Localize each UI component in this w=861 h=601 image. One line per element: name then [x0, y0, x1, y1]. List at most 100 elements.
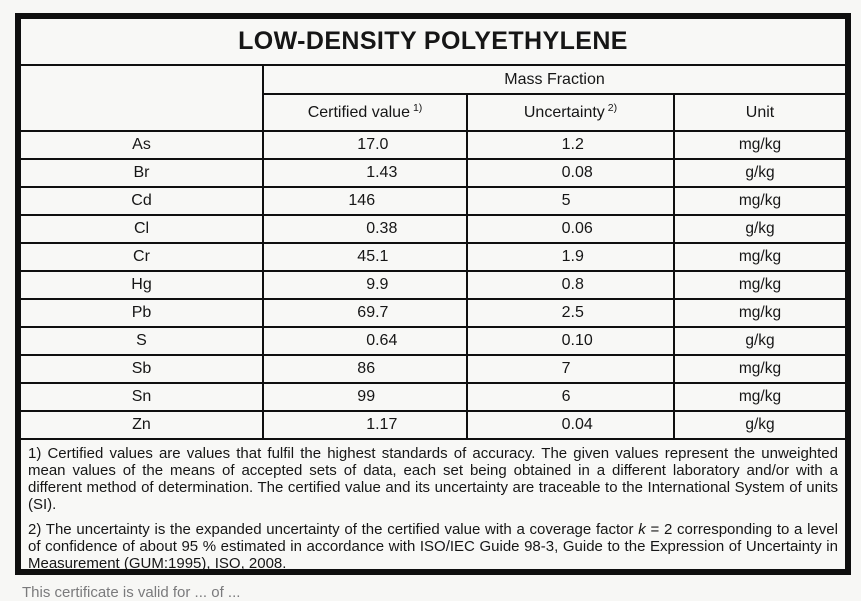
uncertainty-cell: 0.06 [468, 216, 675, 242]
uncertainty-int: 0 [561, 220, 571, 237]
unit-cell: mg/kg [738, 388, 782, 405]
uncertainty-int: 0 [561, 332, 571, 349]
table-row: Cd 146 5 mg/kg [21, 188, 845, 216]
uncertainty-cell: 0.04 [468, 412, 675, 438]
table-row: Pb 69.7 2.5 mg/kg [21, 300, 845, 328]
unit-cell: g/kg [745, 332, 775, 349]
uncertainty-int: 1 [561, 136, 571, 153]
unit-cell: mg/kg [738, 192, 782, 209]
coverage-factor-symbol: k [638, 521, 646, 538]
uncertainty-int: 2 [561, 304, 571, 321]
certified-value-int: 1 [366, 416, 376, 433]
certified-value-cell: 0.64 [264, 328, 468, 354]
certified-value-frac: .17 [375, 416, 398, 433]
element-symbol: Cd [21, 188, 264, 214]
certified-value-cell: 17.0 [264, 132, 468, 158]
table-row: Sb 86 7 mg/kg [21, 356, 845, 384]
certified-value-frac: .1 [375, 248, 389, 265]
table-row: Br 1.43 0.08 g/kg [21, 160, 845, 188]
certified-value-int: 17 [357, 136, 376, 153]
certified-value-frac: .9 [375, 276, 389, 293]
uncertainty-frac: .04 [570, 416, 593, 433]
certified-value-int: 86 [357, 360, 376, 377]
table-header: Mass Fraction Certified value 1) Uncertai… [21, 66, 845, 132]
certified-value-int: 0 [366, 220, 376, 237]
certified-value-int: 0 [366, 332, 376, 349]
certified-value-cell: 9.9 [264, 272, 468, 298]
unit-cell: mg/kg [738, 304, 782, 321]
certified-value-int: 9 [366, 276, 376, 293]
certified-value-cell: 99 [264, 384, 468, 410]
certified-value-int: 45 [357, 248, 376, 265]
element-symbol: Cr [21, 244, 264, 270]
footnote-2: 2) The uncertainty is the expanded uncer… [28, 521, 838, 572]
table-row: Zn 1.17 0.04 g/kg [21, 412, 845, 440]
certified-value-cell: 0.38 [264, 216, 468, 242]
certified-value-cell: 1.43 [264, 160, 468, 186]
uncertainty-int: 7 [561, 360, 571, 377]
uncertainty-cell: 0.10 [468, 328, 675, 354]
uncertainty-frac: .10 [570, 332, 593, 349]
certificate-table: LOW-DENSITY POLYETHYLENE Mass Fraction C… [15, 13, 851, 575]
footnotes: 1) Certified values are values that fulf… [21, 440, 845, 572]
uncertainty-int: 0 [561, 276, 571, 293]
unit-cell: mg/kg [738, 248, 782, 265]
uncertainty-cell: 7 [468, 356, 675, 382]
uncertainty-cell: 6 [468, 384, 675, 410]
uncertainty-frac: .06 [570, 220, 593, 237]
footnote-ref-1: 1) [412, 101, 423, 114]
uncertainty-frac: .2 [570, 136, 584, 153]
footnote-2-text-end: = 2 corresponding to a level of confiden… [28, 521, 838, 572]
unit-cell: g/kg [745, 220, 775, 237]
certified-value-int: 69 [357, 304, 376, 321]
certified-value-int: 146 [348, 192, 376, 209]
uncertainty-cell: 0.8 [468, 272, 675, 298]
uncertainty-cell: 5 [468, 188, 675, 214]
table-row: Hg 9.9 0.8 mg/kg [21, 272, 845, 300]
uncertainty-cell: 0.08 [468, 160, 675, 186]
uncertainty-int: 0 [561, 416, 571, 433]
table-row: S 0.64 0.10 g/kg [21, 328, 845, 356]
uncertainty-frac: .9 [570, 248, 584, 265]
clipped-footer-text: This certificate is valid for ... of ... [22, 584, 241, 601]
uncertainty-cell: 1.9 [468, 244, 675, 270]
footnote-ref-2: 2) [607, 101, 618, 114]
element-symbol: Cl [21, 216, 264, 242]
table-body: As 17.0 1.2 mg/kg Br 1.43 0.08 g/kg Cd 1… [21, 132, 845, 440]
certified-value-cell: 1.17 [264, 412, 468, 438]
uncertainty-int: 1 [561, 248, 571, 265]
certified-value-cell: 86 [264, 356, 468, 382]
table-row: Cl 0.38 0.06 g/kg [21, 216, 845, 244]
unit-cell: g/kg [745, 164, 775, 181]
certified-value-int: 1 [366, 164, 376, 181]
table-row: As 17.0 1.2 mg/kg [21, 132, 845, 160]
certified-value-cell: 146 [264, 188, 468, 214]
certified-value-frac: .43 [375, 164, 398, 181]
certified-value-cell: 45.1 [264, 244, 468, 270]
uncertainty-cell: 2.5 [468, 300, 675, 326]
header-unit: Unit [745, 103, 775, 121]
header-mass-fraction: Mass Fraction [264, 66, 845, 95]
header-element-cell [21, 66, 264, 130]
table-row: Cr 45.1 1.9 mg/kg [21, 244, 845, 272]
header-sub-columns: Certified value 1) Uncertainty 2) Unit [264, 95, 845, 130]
unit-cell: g/kg [745, 416, 775, 433]
uncertainty-frac: .8 [570, 276, 584, 293]
certified-value-cell: 69.7 [264, 300, 468, 326]
uncertainty-frac: .5 [570, 304, 584, 321]
uncertainty-int: 5 [561, 192, 571, 209]
element-symbol: Hg [21, 272, 264, 298]
element-symbol: S [21, 328, 264, 354]
header-uncertainty-label: Uncertainty [523, 103, 605, 121]
certified-value-frac: .0 [375, 136, 389, 153]
uncertainty-cell: 1.2 [468, 132, 675, 158]
certified-value-int: 99 [357, 388, 376, 405]
element-symbol: Sn [21, 384, 264, 410]
element-symbol: Zn [21, 412, 264, 438]
certified-value-frac: .38 [375, 220, 398, 237]
footnote-1: 1) Certified values are values that fulf… [28, 445, 838, 513]
header-mass-fraction-group: Mass Fraction Certified value 1) Uncertai… [264, 66, 845, 130]
page-title: LOW-DENSITY POLYETHYLENE [21, 19, 845, 66]
element-symbol: Pb [21, 300, 264, 326]
footnote-2-text-start: 2) The uncertainty is the expanded uncer… [28, 521, 639, 538]
